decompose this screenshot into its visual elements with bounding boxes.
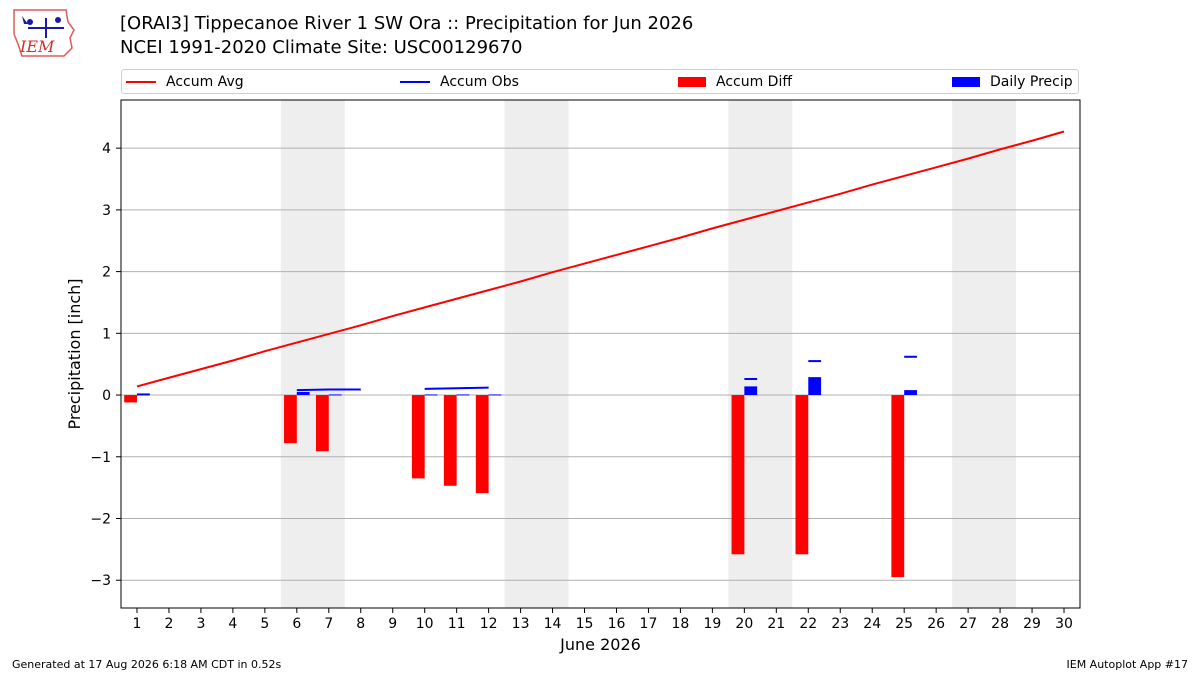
weekend-band-3: [952, 100, 1017, 608]
x-tick-label: 25: [895, 616, 913, 632]
footer-app-id: IEM Autoplot App #17: [1066, 658, 1189, 671]
accum-diff-bar: [284, 395, 297, 444]
y-tick-label: −2: [90, 511, 111, 527]
legend-label-accum-diff: Accum Diff: [716, 73, 793, 90]
x-tick-label: 11: [448, 616, 466, 632]
legend-label-accum-avg: Accum Avg: [166, 73, 244, 90]
accum-diff-bar: [891, 395, 905, 578]
accum-diff-bar: [124, 395, 137, 403]
daily-precip-bar: [456, 394, 470, 396]
x-tick-label: 26: [927, 616, 945, 632]
accum-diff-bar: [443, 395, 457, 486]
daily-precip-bar: [296, 391, 310, 396]
x-tick-label: 19: [703, 616, 721, 632]
x-tick-label: 24: [863, 616, 881, 632]
y-tick-label: 4: [102, 141, 111, 157]
daily-precip-bar: [904, 390, 917, 396]
daily-precip-bar: [488, 394, 502, 396]
accum-diff-bar: [475, 395, 489, 494]
x-tick-label: 29: [1023, 616, 1041, 632]
x-tick-label: 6: [292, 616, 301, 632]
logo-text: IEM: [19, 37, 55, 56]
daily-precip-bar: [744, 386, 758, 396]
x-tick-label: 30: [1055, 616, 1073, 632]
iem-logo: IEM: [13, 9, 75, 57]
legend-swatch-accum-obs: [400, 80, 430, 83]
legend-swatch-accum-diff: [678, 76, 706, 87]
legend: Accum Avg Accum Obs Accum Diff Daily Pre…: [121, 69, 1079, 94]
x-tick-label: 5: [260, 616, 269, 632]
x-tick-label: 15: [576, 616, 594, 632]
y-tick-label: 3: [102, 203, 111, 219]
legend-label-accum-obs: Accum Obs: [440, 73, 519, 90]
y-tick-label: −1: [90, 450, 111, 466]
x-tick-label: 21: [767, 616, 785, 632]
x-tick-label: 1: [133, 616, 142, 632]
y-tick-label: 1: [102, 326, 111, 342]
x-tick-label: 4: [228, 616, 237, 632]
accum-diff-bar: [731, 395, 745, 555]
y-tick-label: −3: [90, 573, 111, 589]
x-tick-label: 9: [388, 616, 397, 632]
accum-avg-line: [136, 130, 1065, 388]
x-tick-label: 20: [735, 616, 753, 632]
plot-frame: [120, 99, 1081, 609]
x-tick-label: 3: [196, 616, 205, 632]
x-tick-label: 28: [991, 616, 1009, 632]
x-tick-label: 13: [512, 616, 530, 632]
legend-label-daily-precip: Daily Precip: [990, 73, 1073, 90]
accum-obs-line: [424, 386, 489, 390]
daily-precip-bar: [808, 377, 822, 396]
x-tick-label: 16: [608, 616, 626, 632]
x-tick-label: 18: [672, 616, 690, 632]
y-axis-label: Precipitation [inch]: [65, 278, 84, 429]
x-tick-label: 22: [799, 616, 817, 632]
x-tick-label: 14: [544, 616, 562, 632]
x-tick-label: 2: [164, 616, 173, 632]
legend-item-accum-avg: Accum Avg: [126, 70, 244, 93]
daily-precip-bar: [424, 394, 438, 396]
x-axis-label: June 2026: [559, 635, 641, 654]
legend-item-daily-precip: Daily Precip: [952, 70, 1073, 93]
accum-diff-bar: [795, 395, 809, 555]
x-tick-label: 7: [324, 616, 333, 632]
chart-title: [ORAI3] Tippecanoe River 1 SW Ora :: Pre…: [120, 13, 694, 34]
y-tick-label: 0: [102, 388, 111, 404]
x-tick-label: 8: [356, 616, 365, 632]
weekend-band-0: [280, 100, 345, 608]
x-tick-label: 27: [959, 616, 977, 632]
accum-obs-line: [296, 388, 361, 392]
x-tick-label: 17: [640, 616, 658, 632]
legend-item-accum-diff: Accum Diff: [678, 70, 792, 93]
x-tick-label: 12: [480, 616, 498, 632]
legend-item-accum-obs: Accum Obs: [400, 70, 519, 93]
chart-subtitle: NCEI 1991-2020 Climate Site: USC00129670: [120, 37, 523, 58]
accum-diff-bar: [411, 395, 425, 479]
y-tick-label: 2: [102, 265, 111, 281]
footer-generated: Generated at 17 Aug 2026 6:18 AM CDT in …: [12, 658, 282, 671]
legend-swatch-accum-avg: [126, 80, 156, 83]
x-tick-label: 23: [831, 616, 849, 632]
weekend-band-1: [504, 100, 569, 608]
x-tick-label: 10: [416, 616, 434, 632]
daily-precip-bar: [328, 394, 342, 396]
legend-swatch-daily-precip: [952, 76, 980, 87]
accum-diff-bar: [315, 395, 329, 452]
